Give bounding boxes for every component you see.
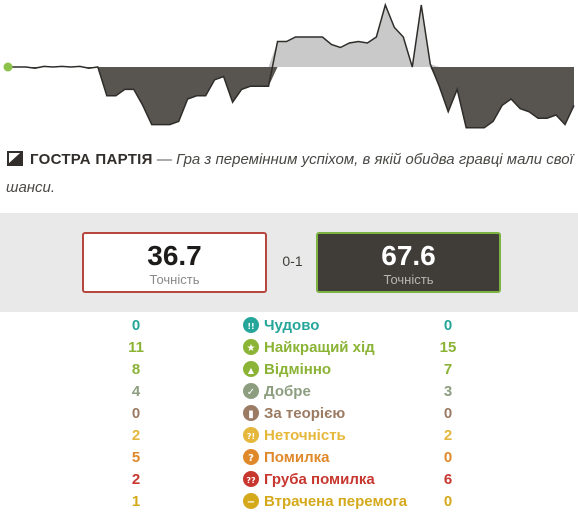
black-move-count: 6: [443, 471, 453, 488]
evaluation-graph-svg[interactable]: [0, 0, 578, 130]
white-advantage-area: [8, 5, 574, 67]
good-icon: ✓: [243, 383, 259, 399]
sharp-game-icon: [6, 150, 24, 175]
white-move-count: 2: [131, 471, 141, 488]
svg-text:★: ★: [247, 343, 256, 354]
svg-text:✓: ✓: [247, 387, 255, 398]
white-accuracy-label: Точність: [149, 272, 200, 287]
black-move-count: 2: [443, 427, 453, 444]
game-classification-description: Гра з перемінним успіхом, в якій обидва …: [6, 151, 573, 196]
move-classification-row: 4 ✓ Добре 3: [0, 380, 578, 402]
inaccuracy-icon: ?!: [243, 427, 259, 443]
move-classification-label: Найкращий хід: [264, 339, 375, 356]
svg-text:??: ??: [246, 476, 256, 485]
black-move-count: 0: [443, 405, 453, 422]
white-move-count: 8: [131, 361, 141, 378]
best-move-icon: ★: [243, 339, 259, 355]
mistake-icon: ?: [243, 449, 259, 465]
move-classification-label: Чудово: [264, 317, 320, 334]
accuracy-panel: 36.7 Точність 0-1 67.6 Точність: [0, 213, 578, 312]
move-classification-row: 2?? Груба помилка 6: [0, 468, 578, 490]
move-classification-label: Відмінно: [264, 361, 332, 378]
move-classification-row: 11 ★ Найкращий хід 15: [0, 336, 578, 358]
move-classification-row: 8 ▲ Відмінно 7: [0, 358, 578, 380]
book-icon: ▮: [243, 405, 259, 421]
game-result: 0-1: [282, 253, 303, 269]
white-move-count: 2: [131, 427, 141, 444]
svg-text:!!: !!: [247, 322, 254, 331]
move-classification-row: 2?! Неточність 2: [0, 424, 578, 446]
excellent-icon: ▲: [243, 361, 259, 377]
evaluation-line: [8, 2, 575, 129]
svg-text:▲: ▲: [248, 366, 255, 375]
blunder-icon: ??: [243, 471, 259, 487]
black-advantage-area: [8, 67, 574, 128]
svg-text:−: −: [247, 497, 255, 508]
move-classification-row: 5? Помилка 0: [0, 446, 578, 468]
black-accuracy-label: Точність: [383, 272, 434, 287]
move-classification-label: Неточність: [264, 427, 346, 444]
move-classification-label: За теорією: [264, 405, 346, 422]
white-move-count: 1: [131, 493, 141, 510]
black-move-count: 15: [439, 339, 457, 356]
move-classification-row: 0!! Чудово 0: [0, 314, 578, 336]
move-classification-label: Добре: [264, 383, 311, 400]
current-move-marker: [3, 62, 13, 72]
black-move-count: 0: [443, 493, 453, 510]
missed-win-icon: −: [243, 493, 259, 509]
game-classification-title: ГОСТРА ПАРТІЯ: [30, 151, 153, 168]
white-move-count: 4: [131, 383, 141, 400]
move-classification-row: 1 − Втрачена перемога 0: [0, 490, 578, 512]
game-classification: ГОСТРА ПАРТІЯ — Гра з перемінним успіхом…: [6, 147, 574, 200]
move-classification-label: Помилка: [264, 449, 330, 466]
white-accuracy-card: 36.7 Точність: [82, 232, 267, 293]
white-move-count: 5: [131, 449, 141, 466]
game-classification-separator: —: [156, 151, 172, 168]
svg-text:?!: ?!: [247, 432, 255, 441]
white-move-count: 11: [128, 339, 144, 356]
svg-text:▮: ▮: [248, 409, 254, 420]
move-classification-row: 0 ▮ За теорією 0: [0, 402, 578, 424]
black-accuracy-value: 67.6: [381, 240, 436, 271]
black-move-count: 7: [443, 361, 453, 378]
white-move-count: 0: [131, 405, 141, 422]
black-move-count: 3: [443, 383, 453, 400]
brilliant-icon: !!: [243, 317, 259, 333]
black-move-count: 0: [443, 317, 453, 334]
black-move-count: 0: [443, 449, 453, 466]
move-classification-table: 0!! Чудово 0 11 ★ Найкращий хід 15 8 ▲ Відмінно 7 4…: [0, 314, 578, 512]
evaluation-graph[interactable]: [0, 0, 578, 130]
white-accuracy-value: 36.7: [147, 240, 202, 271]
move-classification-label: Втрачена перемога: [264, 493, 408, 510]
move-classification-label: Груба помилка: [264, 471, 375, 488]
svg-text:?: ?: [248, 453, 254, 464]
black-accuracy-card: 67.6 Точність: [316, 232, 501, 293]
white-move-count: 0: [131, 317, 141, 334]
